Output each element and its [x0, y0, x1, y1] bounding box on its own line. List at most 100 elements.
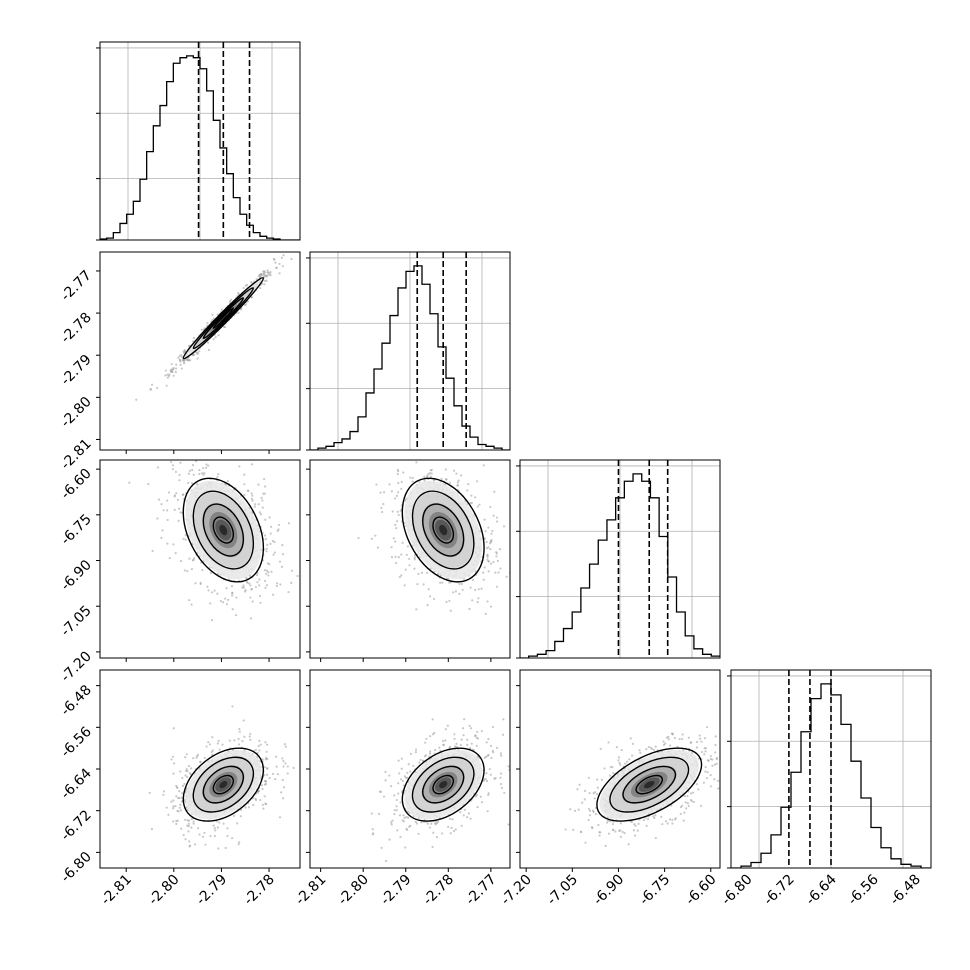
scatter-point — [654, 814, 657, 817]
scatter-point — [461, 727, 465, 730]
scatter-point — [179, 770, 182, 773]
scatter-point — [668, 744, 672, 747]
scatter-point — [407, 763, 410, 766]
scatter-point — [242, 286, 245, 290]
scatter-point — [238, 465, 241, 468]
scatter-point — [598, 831, 601, 834]
scatter-point — [216, 826, 219, 829]
scatter-point — [448, 481, 452, 485]
scatter-point — [434, 822, 437, 825]
scatter-point — [287, 522, 290, 525]
scatter-point — [281, 757, 284, 760]
scatter-point — [281, 553, 285, 556]
scatter-point — [128, 481, 131, 484]
scatter-point — [497, 571, 500, 574]
scatter-point — [233, 739, 236, 742]
scatter-point — [182, 537, 185, 540]
scatter-point — [220, 308, 223, 311]
scatter-point — [667, 738, 670, 741]
scatter-point — [258, 511, 262, 514]
scatter-point — [172, 772, 175, 775]
scatter-point — [452, 469, 456, 472]
scatter-point — [172, 799, 175, 802]
scatter-point — [513, 592, 515, 594]
scatter-point — [727, 766, 729, 768]
scatter-point — [495, 551, 498, 554]
scatter-point — [180, 827, 183, 830]
scatter-point — [292, 766, 295, 769]
scatter-point — [263, 477, 266, 481]
scatter-point — [210, 619, 214, 622]
scatter-point — [266, 767, 269, 770]
scatter-point — [263, 783, 267, 786]
scatter-point — [243, 493, 246, 497]
scatter-point — [305, 774, 307, 776]
scatter-point — [428, 752, 432, 755]
scatter-point — [429, 595, 432, 598]
scatter-point — [178, 479, 181, 482]
scatter-point — [268, 516, 271, 519]
scatter-point — [446, 724, 449, 727]
scatter-point — [483, 518, 486, 521]
scatter-point — [222, 822, 225, 825]
histogram-panel-2 — [516, 459, 721, 659]
scatter-point — [168, 557, 171, 560]
scatter-point — [261, 758, 264, 761]
x-tick-label: -6.80 — [719, 872, 756, 909]
scatter-point — [181, 776, 184, 780]
scatter-point — [251, 600, 254, 603]
scatter-point — [176, 786, 179, 789]
scatter-point — [390, 823, 393, 826]
scatter-point — [437, 820, 440, 823]
scatter-point — [205, 455, 207, 457]
scatter-point — [430, 472, 433, 475]
x-tick-label: -2.77 — [463, 872, 500, 909]
scatter-point — [445, 478, 448, 481]
scatter-point — [408, 564, 411, 567]
scatter-point — [243, 473, 246, 476]
scatter-point — [714, 751, 717, 754]
contour-line-2 — [422, 503, 465, 557]
scatter-point — [150, 383, 154, 386]
scatter-point — [673, 818, 677, 821]
scatter-point — [453, 745, 457, 748]
scatter-point — [207, 741, 210, 744]
scatter-point — [184, 774, 187, 777]
scatter-point — [512, 585, 514, 587]
scatter-point — [265, 547, 268, 550]
scatter-point — [583, 798, 586, 801]
scatter-point — [259, 273, 262, 276]
scatter-point — [160, 536, 163, 539]
contour-line-1 — [411, 756, 475, 813]
scatter-point — [397, 759, 400, 762]
scatter-point — [242, 719, 245, 722]
scatter-point — [291, 569, 294, 572]
x-tick-label: -2.78 — [420, 872, 457, 909]
scatter-point — [634, 824, 637, 827]
scatter-point — [702, 781, 706, 784]
scatter-point — [425, 475, 429, 478]
contour-line-3 — [212, 774, 235, 795]
scatter-point — [188, 557, 191, 560]
scatter-point — [272, 553, 275, 556]
scatter-point — [476, 806, 479, 809]
scatter-point — [619, 822, 622, 825]
scatter-point — [203, 756, 206, 760]
scatter-point — [156, 466, 159, 469]
scatter-point — [275, 584, 279, 588]
scatter-point — [551, 763, 553, 765]
scatter-point — [205, 466, 208, 469]
scatter-point — [234, 614, 238, 617]
scatter-point — [459, 743, 463, 747]
scatter-point — [564, 828, 567, 831]
scatter-point — [619, 763, 622, 766]
scatter-point — [209, 571, 213, 575]
scatter-point — [173, 508, 176, 511]
scatter-point — [162, 793, 165, 796]
scatter-point — [168, 373, 171, 376]
scatter-point — [489, 744, 493, 748]
scatter-point — [259, 601, 262, 604]
x-tick-label: -2.79 — [193, 872, 230, 909]
scatter-point — [276, 773, 280, 776]
scatter-point — [419, 455, 421, 457]
